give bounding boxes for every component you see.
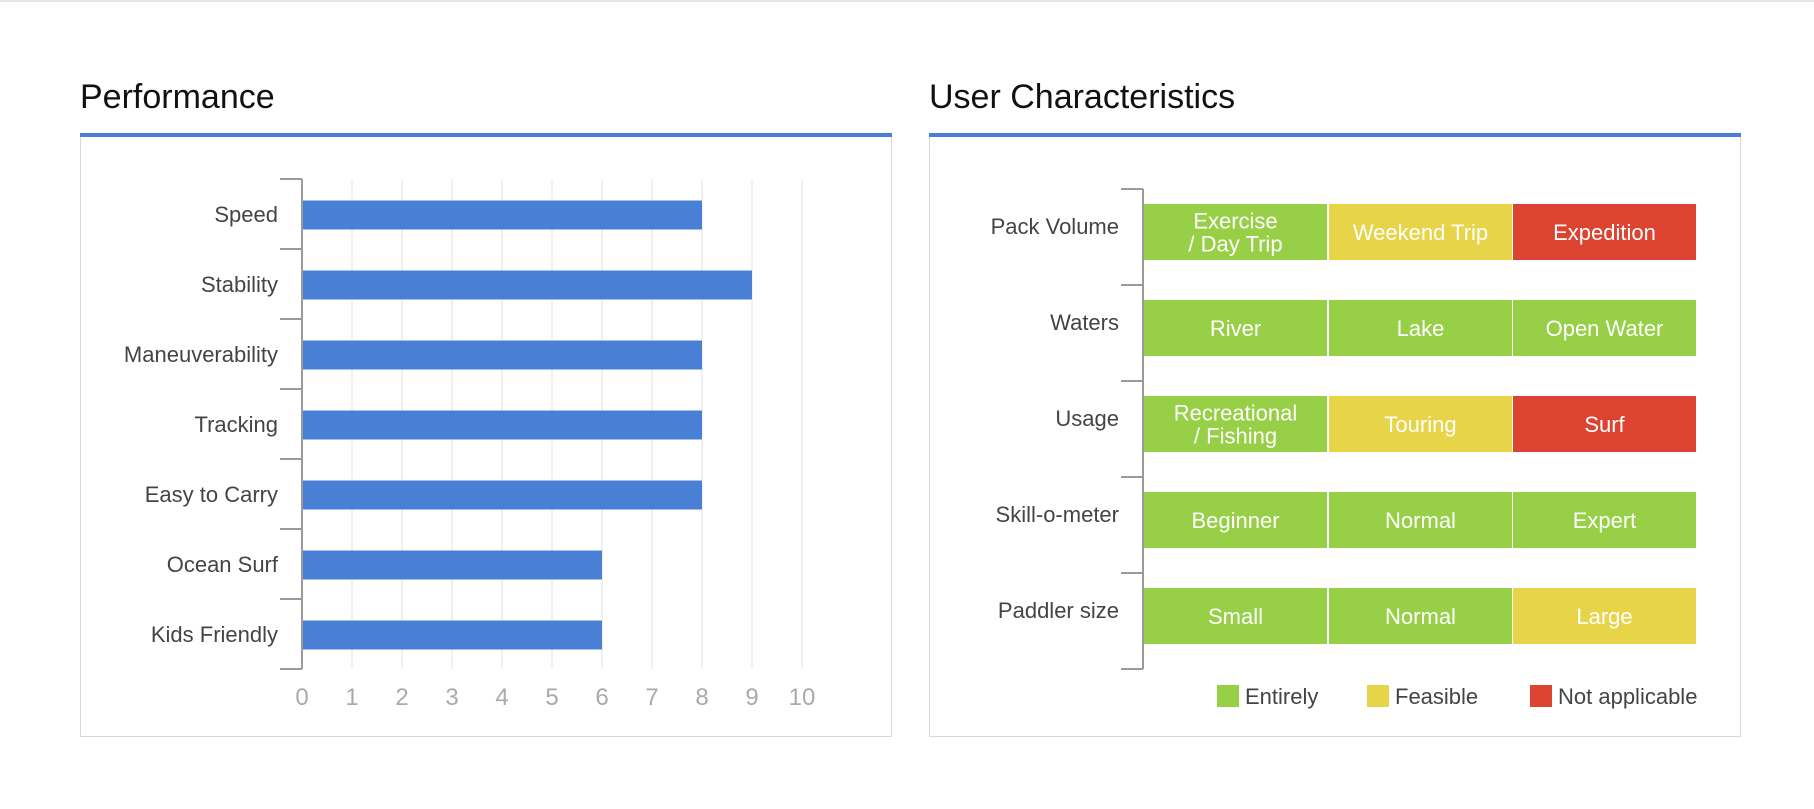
category-label-stability: Stability (201, 272, 278, 297)
x-tick-label: 2 (395, 684, 408, 711)
category-label-speed: Speed (214, 202, 278, 227)
row-label-paddler-size: Paddler size (998, 598, 1119, 623)
cell-text: Expert (1573, 508, 1637, 533)
legend-label-entirely: Entirely (1245, 684, 1318, 709)
bar-kids-friendly (303, 620, 602, 650)
top-divider (0, 0, 1814, 2)
bar-speed (303, 200, 702, 230)
cell-paddler-size-small (1144, 588, 1327, 644)
legend-swatch-not-applicable (1530, 685, 1552, 707)
cell-text: / Day Trip (1188, 232, 1282, 257)
cell-usage-touring (1329, 396, 1512, 452)
cell-waters-open-water (1513, 300, 1696, 356)
performance-title-underline (80, 133, 892, 137)
cell-skill-o-meter-beginner (1144, 492, 1327, 548)
x-tick-label: 9 (745, 684, 758, 711)
legend-label-not-applicable: Not applicable (1558, 684, 1697, 709)
user-characteristics-title-underline (929, 133, 1741, 137)
x-tick-label: 5 (545, 684, 558, 711)
bar-tracking (303, 410, 702, 440)
x-tick-label: 3 (445, 684, 458, 711)
row-label-waters: Waters (1050, 310, 1119, 335)
cell-text: Surf (1584, 412, 1625, 437)
row-label-pack-volume: Pack Volume (991, 214, 1119, 239)
performance-bar-chart: Speed Stability Maneuverability Tracking Eas… (124, 178, 816, 711)
cell-pack-volume-expedition (1513, 204, 1696, 260)
x-tick-label: 7 (645, 684, 658, 711)
cell-text: Expedition (1553, 220, 1656, 245)
cell-pack-volume-weekend-trip (1329, 204, 1512, 260)
x-tick-label: 4 (495, 684, 508, 711)
legend-swatch-feasible (1367, 685, 1389, 707)
cell-text: Touring (1384, 412, 1456, 437)
cell-text: Large (1576, 604, 1632, 629)
x-tick-label: 1 (345, 684, 358, 711)
row-label-usage: Usage (1055, 406, 1119, 431)
user-characteristics-title: User Characteristics (929, 78, 1236, 116)
legend-swatch-entirely (1217, 685, 1239, 707)
cell-paddler-size-normal (1329, 588, 1512, 644)
x-tick-label: 6 (595, 684, 608, 711)
cell-pack-volume-exercise-day-trip (1144, 204, 1327, 260)
cell-waters-lake (1329, 300, 1512, 356)
row-label-skill-o-meter: Skill-o-meter (996, 502, 1119, 527)
cell-text: Open Water (1546, 316, 1664, 341)
category-label-tracking: Tracking (194, 412, 278, 437)
x-tick-label: 0 (295, 684, 308, 711)
cell-paddler-size-large (1513, 588, 1696, 644)
cell-text: Weekend Trip (1353, 220, 1488, 245)
bar-stability (303, 270, 752, 300)
bar-easy-to-carry (303, 480, 702, 510)
cell-text: Normal (1385, 604, 1456, 629)
cell-text: Exercise (1193, 209, 1277, 234)
x-tick-label: 10 (789, 684, 816, 711)
cell-text: Lake (1397, 316, 1445, 341)
cell-text: Normal (1385, 508, 1456, 533)
cell-text: Beginner (1191, 508, 1279, 533)
user-characteristics-panel: Pack Volume Exercise / Day Trip Weekend Tri… (929, 137, 1741, 737)
user-characteristics-chart: Pack Volume Exercise/ Day Trip Weekend Tri… (991, 188, 1697, 709)
cell-text: / Fishing (1194, 424, 1277, 449)
cell-waters-river (1144, 300, 1327, 356)
category-label-maneuverability: Maneuverability (124, 342, 278, 367)
x-tick-label: 8 (695, 684, 708, 711)
cell-usage-surf (1513, 396, 1696, 452)
legend-label-feasible: Feasible (1395, 684, 1478, 709)
cell-text: Recreational (1174, 401, 1298, 426)
bar-ocean-surf (303, 550, 602, 580)
performance-title: Performance (80, 78, 275, 116)
category-label-ocean-surf: Ocean Surf (167, 552, 279, 577)
category-label-kids-friendly: Kids Friendly (151, 622, 278, 647)
cell-skill-o-meter-expert (1513, 492, 1696, 548)
cell-text: River (1210, 316, 1261, 341)
category-label-easy-to-carry: Easy to Carry (145, 482, 278, 507)
cell-skill-o-meter-normal (1329, 492, 1512, 548)
cell-text: Small (1208, 604, 1263, 629)
cell-usage-recreational-fishing (1144, 396, 1327, 452)
performance-panel: Speed Stability Maneuverability Tracking Eas… (80, 137, 892, 737)
bar-maneuverability (303, 340, 702, 370)
